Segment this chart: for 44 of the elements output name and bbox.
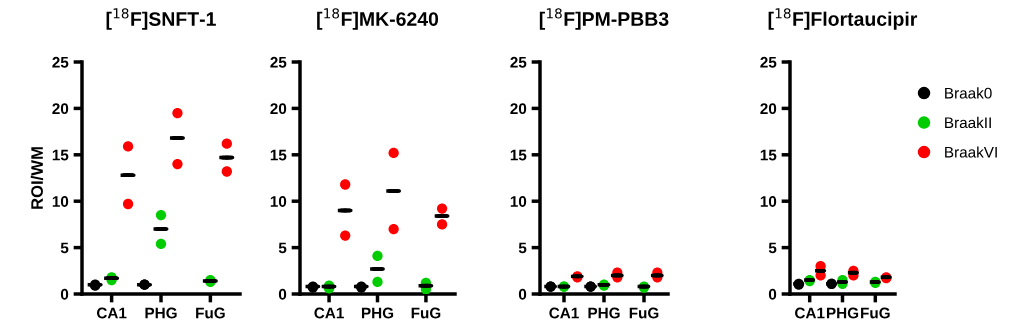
x-tick-label: PHG: [588, 307, 620, 319]
y-tick-label: 5: [518, 242, 527, 254]
x-tick-label: CA1: [314, 307, 344, 319]
y-tick-label: 0: [768, 288, 777, 300]
y-tick-label: 10: [760, 196, 777, 207]
y-tick-label: 0: [60, 288, 69, 300]
y-tick-label: 20: [52, 103, 69, 115]
y-tick-label: 15: [760, 149, 777, 161]
legend-label: BraakII: [945, 116, 991, 129]
x-tick-label: FuG: [629, 307, 659, 319]
y-tick-label: 5: [768, 242, 777, 254]
y-tick-label: 20: [270, 103, 287, 115]
x-tick-label: CA1: [795, 307, 825, 319]
x-tick-label: FuG: [196, 307, 225, 319]
y-tick-label: 20: [510, 103, 527, 115]
y-tick-label: 10: [52, 196, 69, 207]
y-tick-label: 20: [760, 103, 777, 115]
chart-title: [$^{18}$F]SNFT-1: [106, 8, 216, 30]
y-tick-label: 10: [270, 196, 287, 207]
y-tick-label: 10: [510, 196, 527, 207]
x-tick-label: PHG: [145, 307, 177, 319]
y-tick-label: 25: [760, 56, 777, 68]
x-tick-label: FuG: [411, 307, 441, 319]
y-tick-label: 15: [52, 149, 69, 161]
y-axis-title: ROI/WM: [30, 147, 44, 209]
x-tick-label: FuG: [861, 307, 890, 319]
y-tick-label: 15: [510, 149, 527, 161]
x-tick-label: CA1: [549, 307, 579, 319]
chart-title: [$^{18}$F]Flortaucipir: [768, 8, 918, 30]
y-tick-label: 25: [52, 56, 69, 68]
y-tick-label: 5: [278, 242, 287, 254]
y-tick-label: 25: [510, 56, 527, 68]
chart-title: [$^{18}$F]PM-PBB3: [539, 8, 669, 30]
y-tick-label: 25: [270, 56, 287, 68]
x-tick-label: PHG: [361, 307, 394, 319]
x-tick-label: PHG: [826, 307, 859, 319]
y-tick-label: 0: [278, 288, 287, 300]
y-tick-label: 0: [518, 288, 527, 300]
chart-title: [$^{18}$F]MK-6240: [317, 8, 439, 30]
legend-label: BraakVI: [945, 146, 997, 158]
y-tick-label: 5: [60, 242, 69, 254]
x-tick-label: CA1: [96, 307, 127, 319]
y-tick-label: 15: [270, 149, 287, 161]
legend-label: Braak0: [945, 87, 992, 99]
